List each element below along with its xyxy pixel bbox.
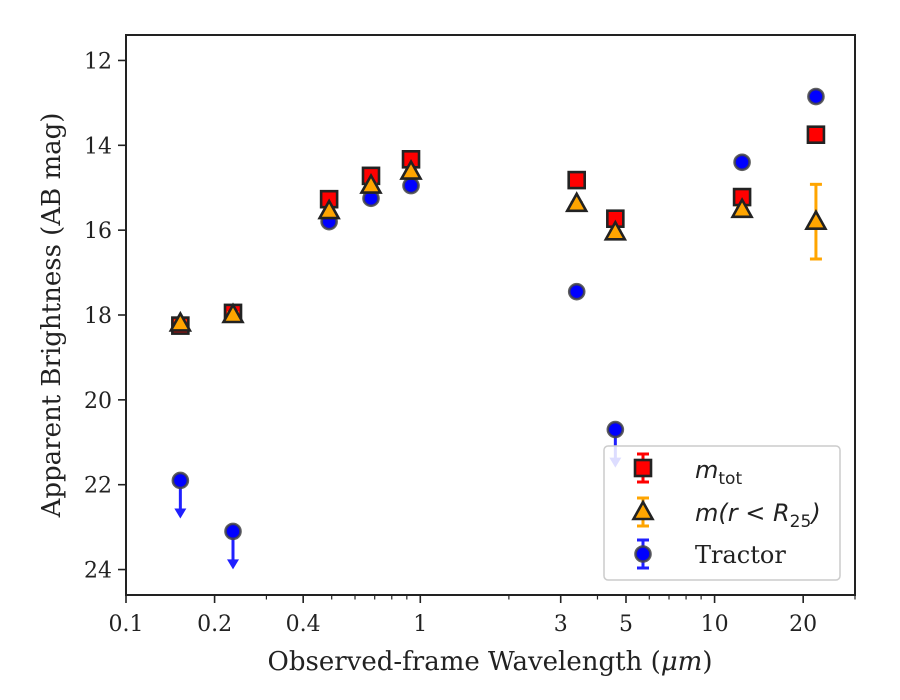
x-axis-title: Observed-frame Wavelength (μm) [268, 647, 713, 677]
axis-ticks: 0.1 0.2 0.4 1 3 5 10 20 12 14 16 18 20 22 24 [84, 49, 856, 637]
y-tick-label: 22 [84, 474, 112, 499]
data-point-triangle [564, 191, 589, 213]
data-point-triangle [603, 219, 628, 241]
data-point-triangle [359, 172, 383, 194]
data-point-circle [807, 87, 825, 106]
plot-marks [168, 87, 828, 570]
legend: mtot m(r < R25) Tractor [603, 445, 841, 581]
x-tick-label: 3 [554, 612, 568, 637]
y-axis-title: Apparent Brightness (AB mag) [37, 113, 67, 519]
data-point-square [567, 170, 587, 190]
data-point-triangle [168, 310, 193, 332]
legend-label-tractor: Tractor [695, 541, 786, 569]
legend-label-mr25: m(r < R25) [695, 499, 821, 532]
y-tick-label: 12 [84, 49, 112, 74]
data-point-triangle [399, 158, 423, 180]
x-tick-label: 0.2 [197, 612, 232, 637]
series-triangle [168, 158, 828, 332]
data-point-circle [224, 522, 242, 541]
point-circle-limit-arrow [227, 559, 240, 570]
data-point-circle [402, 176, 420, 195]
x-tick-label: 0.1 [109, 612, 144, 637]
legend-swatches [631, 452, 655, 570]
y-tick-label: 20 [84, 389, 112, 414]
data-point-triangle [221, 302, 245, 324]
data-point-triangle [317, 198, 341, 220]
y-tick-label: 18 [84, 304, 112, 329]
data-point-square [806, 125, 826, 144]
y-tick-label: 16 [84, 219, 112, 244]
point-circle-limit-arrow [174, 508, 187, 519]
x-tick-label: 20 [789, 612, 817, 637]
legend-swatch-triangle [631, 499, 655, 521]
legend-label-mtot: mtot [695, 456, 742, 489]
legend-swatch-circle [634, 545, 652, 563]
data-point-circle [171, 471, 190, 490]
x-tick-label: 1 [413, 612, 427, 637]
legend-swatch-square [633, 458, 653, 478]
y-tick-label: 14 [84, 134, 112, 159]
legend-box [603, 445, 841, 581]
y-tick-label: 24 [84, 559, 112, 584]
x-tick-label: 10 [701, 612, 729, 637]
x-tick-label: 0.4 [286, 612, 321, 637]
data-point-circle [733, 153, 751, 172]
data-point-triangle [804, 209, 828, 230]
data-point-circle [567, 282, 586, 301]
x-tick-label: 5 [619, 612, 633, 637]
data-point-circle [606, 420, 625, 439]
data-point-triangle [730, 197, 754, 219]
